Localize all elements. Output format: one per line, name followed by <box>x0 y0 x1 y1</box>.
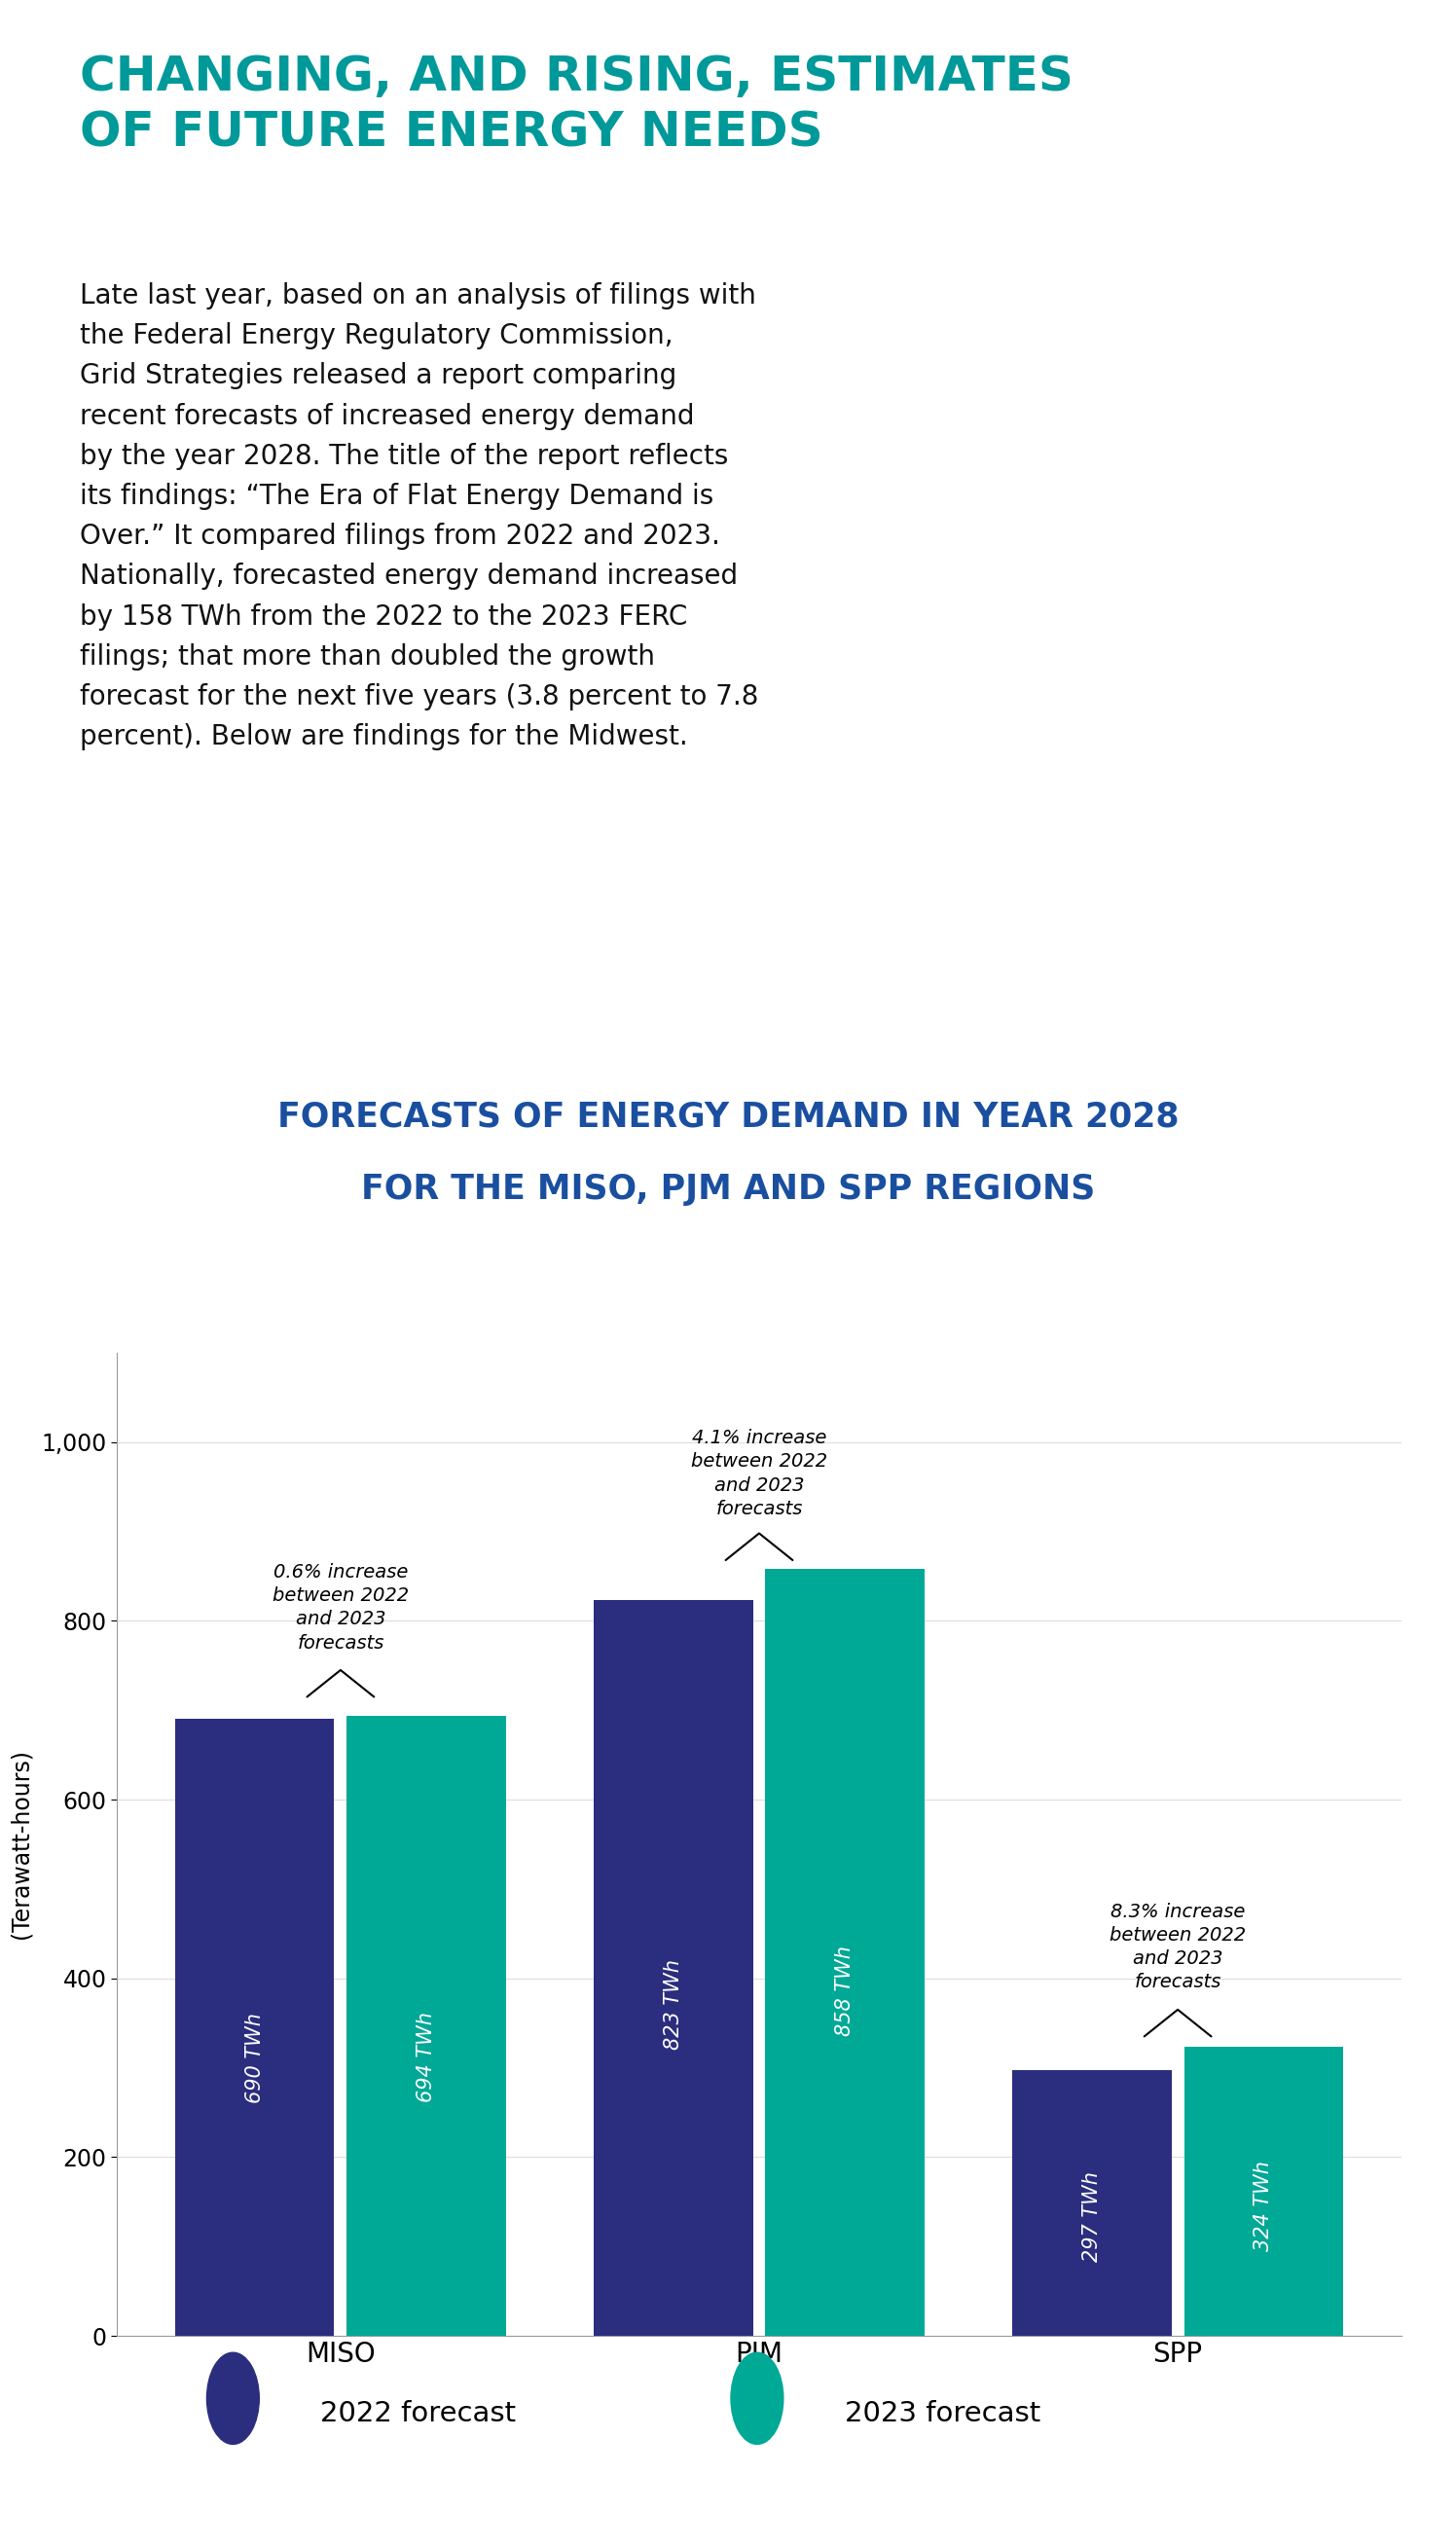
Text: CHANGING, AND RISING, ESTIMATES
OF FUTURE ENERGY NEEDS: CHANGING, AND RISING, ESTIMATES OF FUTUR… <box>80 53 1073 155</box>
Text: 858 TWh: 858 TWh <box>836 1946 855 2035</box>
Bar <box>1012 2071 1172 2336</box>
Bar <box>594 1600 753 2336</box>
Y-axis label: (Terawatt-hours): (Terawatt-hours) <box>10 1750 33 1938</box>
Text: FORECASTS OF ENERGY DEMAND IN YEAR 2028: FORECASTS OF ENERGY DEMAND IN YEAR 2028 <box>277 1100 1179 1133</box>
Text: FOR THE MISO, PJM AND SPP REGIONS: FOR THE MISO, PJM AND SPP REGIONS <box>361 1172 1095 1205</box>
Text: 2023 forecast: 2023 forecast <box>844 2399 1041 2427</box>
Bar <box>175 1719 335 2336</box>
Text: 297 TWh: 297 TWh <box>1082 2170 1102 2262</box>
Text: 694 TWh: 694 TWh <box>416 2012 437 2101</box>
Text: 690 TWh: 690 TWh <box>245 2012 265 2104</box>
Text: 0.6% increase
between 2022
and 2023
forecasts: 0.6% increase between 2022 and 2023 fore… <box>272 1564 409 1653</box>
Text: 2022 forecast: 2022 forecast <box>320 2399 515 2427</box>
Text: 823 TWh: 823 TWh <box>664 1959 683 2050</box>
Bar <box>766 1569 925 2336</box>
Bar <box>1184 2045 1342 2336</box>
Bar <box>347 1717 505 2336</box>
Text: 324 TWh: 324 TWh <box>1254 2160 1274 2252</box>
Text: 4.1% increase
between 2022
and 2023
forecasts: 4.1% increase between 2022 and 2023 fore… <box>692 1429 827 1518</box>
Text: Late last year, based on an analysis of filings with
the Federal Energy Regulato: Late last year, based on an analysis of … <box>80 283 759 751</box>
Text: 8.3% increase
between 2022
and 2023
forecasts: 8.3% increase between 2022 and 2023 fore… <box>1109 1903 1246 1992</box>
